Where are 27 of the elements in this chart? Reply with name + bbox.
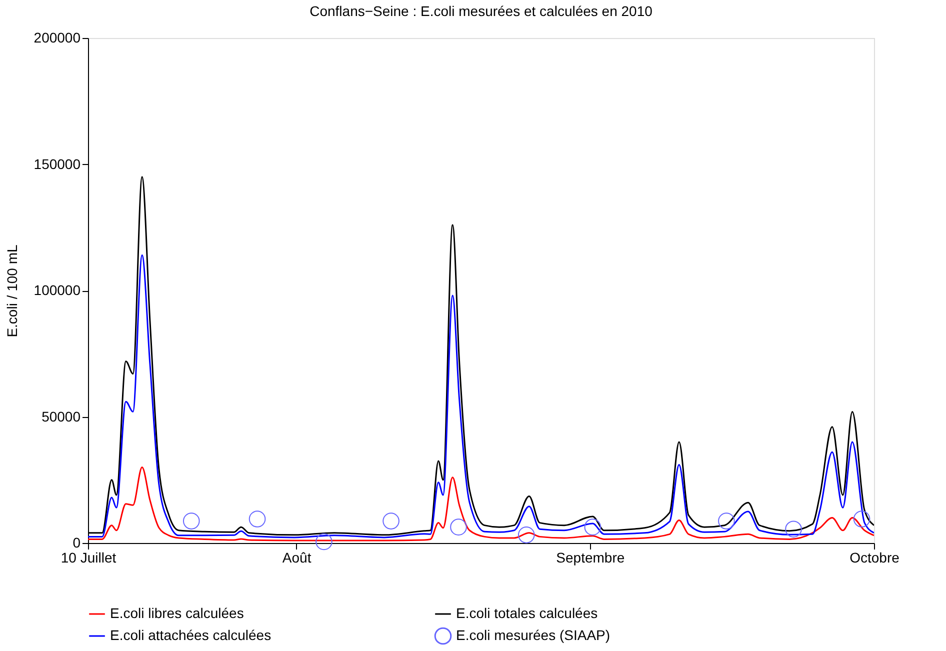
legend-label: E.coli attachées calculées — [110, 627, 272, 643]
line-series — [88, 466, 874, 542]
line-series — [88, 254, 874, 538]
point — [584, 518, 602, 536]
point — [450, 518, 467, 536]
point — [182, 512, 200, 530]
y-tick-label: 50000 — [42, 408, 81, 424]
x-tick-label: Octobre — [850, 550, 900, 566]
point — [248, 510, 266, 528]
point — [785, 520, 802, 538]
chart-title: Conflans−Seine : E.coli mesurées et calculées en 2010 — [310, 3, 653, 19]
y-tick-label: 150000 — [34, 156, 81, 172]
x-tick-label: Août — [282, 550, 312, 566]
point — [382, 512, 400, 530]
x-tick-label: Septembre — [556, 550, 625, 566]
x-tick-label: 10 Juillet — [60, 550, 116, 566]
point — [853, 510, 870, 528]
legend-label: E.coli libres calculées — [110, 605, 244, 621]
y-tick-label: 0 — [72, 534, 81, 550]
y-axis-title: E.coli / 100 mL — [4, 244, 20, 338]
y-tick-label: 200000 — [34, 30, 81, 46]
legend-label: E.coli totales calculées — [456, 605, 598, 621]
point — [518, 526, 535, 544]
point — [316, 533, 332, 550]
legend-label: E.coli mesurées (SIAAP) — [456, 627, 610, 643]
y-tick-label: 100000 — [34, 282, 81, 298]
point — [718, 512, 735, 530]
